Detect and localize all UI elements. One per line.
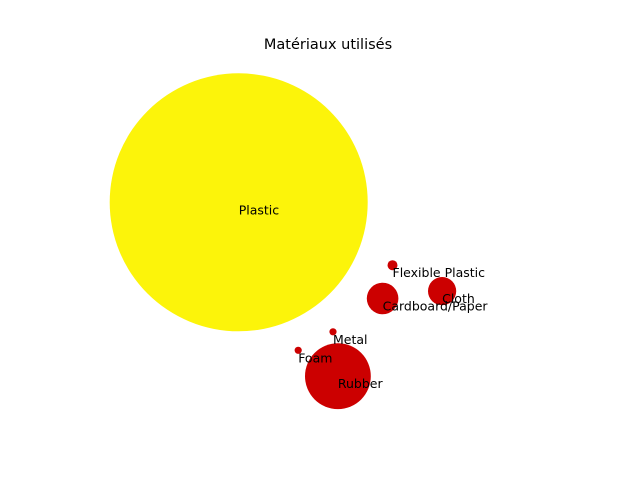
label-flexible-plastic: Flexible Plastic bbox=[393, 265, 486, 280]
label-foam: Foam bbox=[298, 350, 332, 365]
chart-title: Matériaux utilisés bbox=[264, 37, 392, 53]
bubble-plastic bbox=[109, 73, 368, 332]
bubble-metal bbox=[329, 328, 337, 336]
label-metal: Metal bbox=[333, 332, 368, 347]
bubble-cloth bbox=[428, 277, 457, 306]
bubble-foam bbox=[294, 346, 302, 354]
label-cloth: Cloth bbox=[442, 291, 475, 306]
label-plastic: Plastic bbox=[239, 202, 280, 217]
bubble-cardboard-paper bbox=[366, 282, 399, 315]
label-layer: Plastic Flexible Plastic ClothCardboard/Pa… bbox=[239, 202, 489, 391]
label-rubber: Rubber bbox=[338, 376, 384, 391]
bubble-flexible-plastic bbox=[387, 260, 398, 271]
bubble-rubber bbox=[305, 343, 371, 410]
bubble-layer bbox=[109, 73, 457, 410]
label-cardboard-paper: Cardboard/Paper bbox=[383, 299, 489, 314]
